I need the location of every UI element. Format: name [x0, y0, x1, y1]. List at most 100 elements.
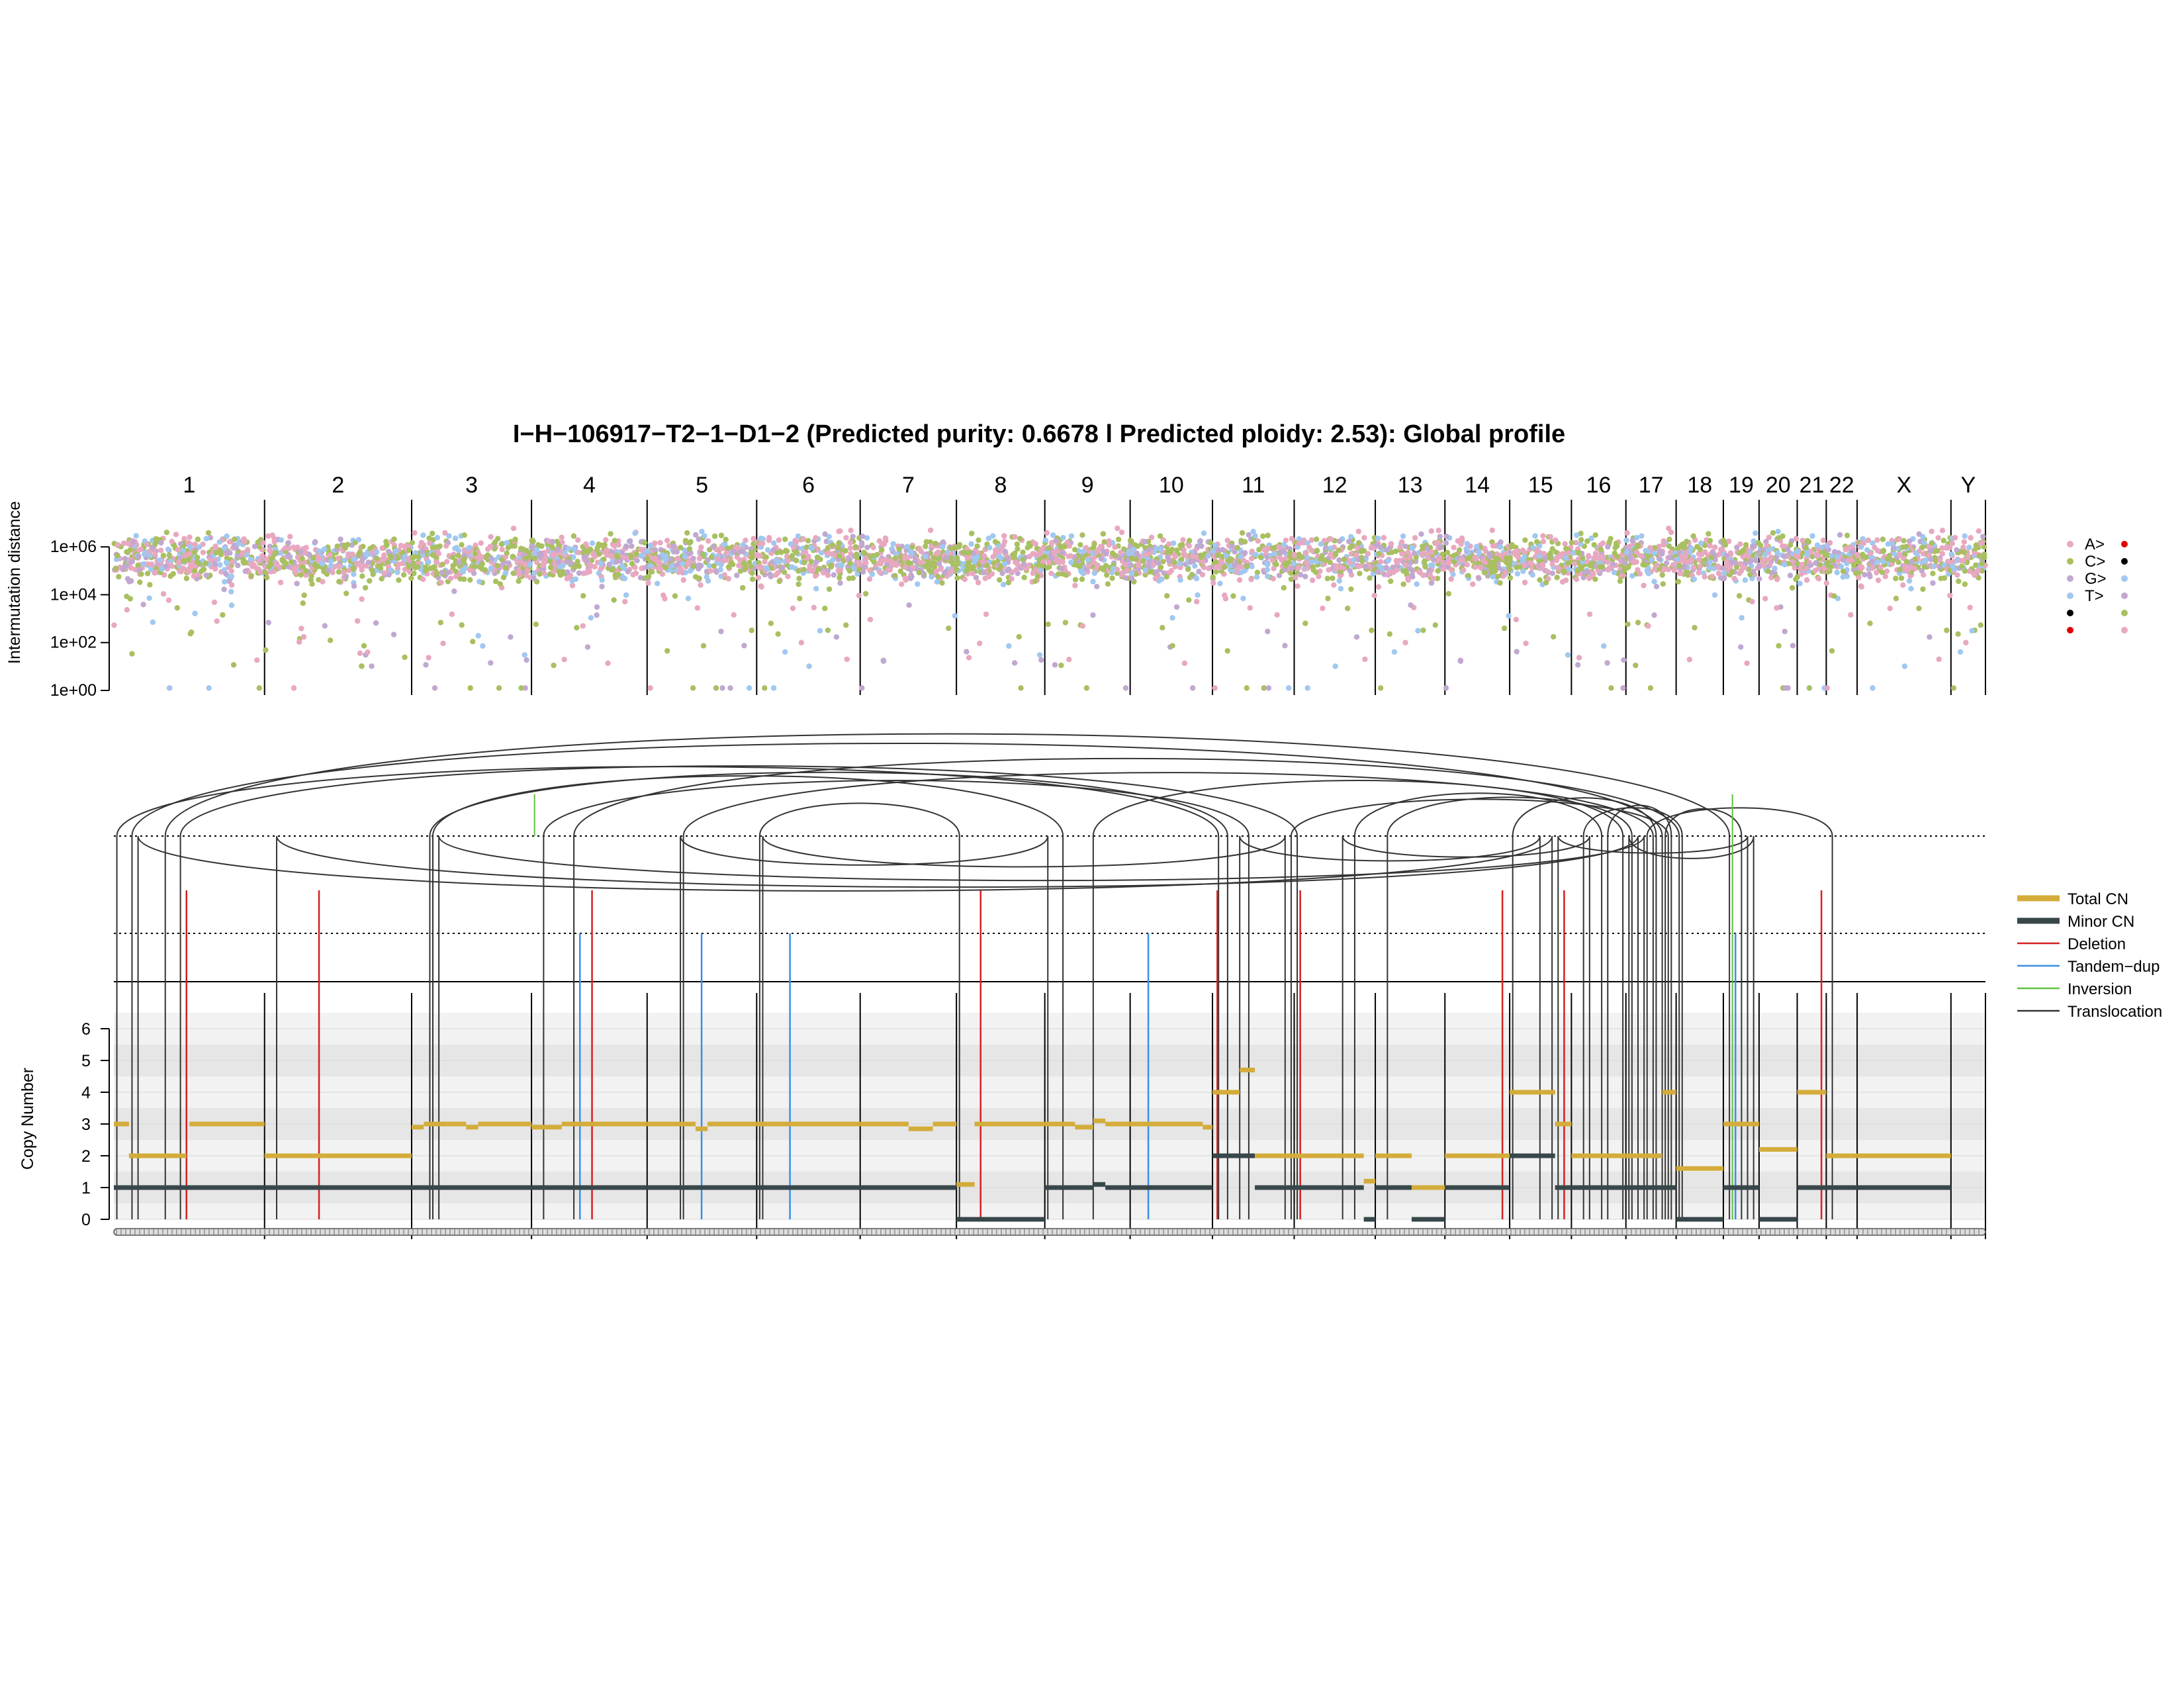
rainfall-point [1083, 685, 1090, 691]
rainfall-point [554, 538, 560, 545]
rainfall-point [733, 573, 740, 579]
rainfall-point [1353, 552, 1359, 558]
rainfall-point [1068, 559, 1074, 565]
rainfall-point [1090, 579, 1096, 585]
rainfall-point [462, 565, 469, 571]
rainfall-point [1456, 547, 1463, 553]
rainfall-point [955, 561, 961, 567]
rainfall-point [420, 576, 426, 583]
rainfall-point [1867, 620, 1873, 626]
rainfall-point [487, 543, 493, 549]
rainfall-point [1426, 567, 1432, 573]
rainfall-point [439, 561, 446, 567]
rainfall-point [361, 643, 367, 649]
rainfall-point [664, 538, 670, 543]
rainfall-point [1013, 559, 1019, 565]
rainfall-point [267, 547, 273, 553]
rainfall-point [298, 626, 304, 632]
rainfall-point [122, 555, 128, 562]
rainfall-point [611, 597, 617, 603]
rainfall-point [1105, 581, 1111, 587]
rainfall-point [625, 569, 631, 575]
rainfall-point [466, 545, 472, 551]
rainfall-point [630, 571, 636, 578]
rainfall-point [1869, 559, 1875, 565]
rainfall-point [1285, 685, 1292, 691]
rainfall-point [1248, 577, 1254, 583]
rainfall-point [1768, 575, 1774, 581]
rainfall-point [1229, 543, 1235, 549]
rainfall-point [1361, 535, 1367, 541]
rainfall-point [641, 539, 648, 546]
rainfall-point [996, 566, 1003, 573]
rainfall-point [124, 606, 130, 613]
rainfall-point [1908, 586, 1914, 592]
rainfall-point [1085, 557, 1091, 563]
rainfall-point [976, 640, 983, 647]
rainfall-point [1831, 593, 1837, 599]
rainfall-point [1582, 569, 1588, 576]
rainfall-point [1656, 543, 1662, 549]
rainfall-point [293, 570, 299, 576]
rainfall-point [1459, 535, 1465, 541]
rainfall-point [442, 530, 448, 536]
rainfall-point [170, 571, 176, 577]
rainfall-point [1357, 571, 1363, 577]
rainfall-point [1752, 530, 1758, 536]
rainfall-point [1497, 580, 1503, 586]
rainfall-point [1831, 549, 1838, 555]
rainfall-point [189, 629, 195, 635]
rainfall-point [871, 559, 877, 565]
rainfall-point [547, 558, 553, 564]
rainfall-point [113, 565, 118, 571]
rainfall-point [127, 547, 133, 553]
rainfall-point [846, 575, 852, 581]
rainfall-point [700, 551, 706, 558]
rainfall-point [1158, 564, 1164, 571]
rainfall-point [1282, 643, 1288, 649]
rainfall-point [1753, 557, 1759, 564]
rainfall-point [1598, 546, 1604, 553]
rainfall-point [1653, 583, 1660, 590]
rainfall-point [1186, 538, 1193, 543]
rainfall-point [647, 569, 654, 575]
rainfall-point [1129, 551, 1135, 557]
rainfall-point [686, 545, 692, 552]
rainfall-point [1160, 537, 1166, 543]
rainfall-point [1265, 532, 1271, 539]
rainfall-point [338, 536, 343, 542]
rainfall-point [1451, 559, 1457, 565]
rainfall-point [1827, 539, 1833, 546]
rainfall-point [647, 542, 654, 549]
rainfall-point [1461, 567, 1467, 573]
rainfall-point [1473, 543, 1480, 549]
rainfall-point [623, 543, 629, 549]
rainfall-point [1921, 572, 1927, 578]
rainfall-point [1163, 574, 1169, 580]
rainfall-point [299, 564, 305, 570]
rainfall-point [175, 559, 182, 565]
rainfall-point [1336, 557, 1342, 563]
rainfall-point [1336, 578, 1342, 584]
rainfall-point [1506, 613, 1512, 619]
rainfall-point [1740, 553, 1746, 559]
rainfall-point [1248, 555, 1255, 561]
rainfall-point [987, 545, 993, 551]
rainfall-point [1913, 550, 1919, 556]
rainfall-point [1929, 540, 1934, 546]
rainfall-point [1556, 566, 1562, 572]
rainfall-point [1554, 555, 1560, 561]
rainfall-point [725, 564, 732, 570]
rainfall-point [1293, 575, 1298, 581]
rainfall-point [1657, 548, 1663, 555]
rainfall-point [430, 545, 436, 551]
rainfall-point [212, 561, 218, 567]
rainfall-point [1532, 554, 1538, 560]
rainfall-point [1338, 569, 1343, 575]
rainfall-point [939, 580, 945, 586]
rainfall-point [1775, 528, 1781, 535]
rainfall-point [800, 536, 806, 542]
rainfall-point [1402, 562, 1408, 568]
rainfall-point [355, 618, 361, 624]
rainfall-point [427, 540, 433, 546]
